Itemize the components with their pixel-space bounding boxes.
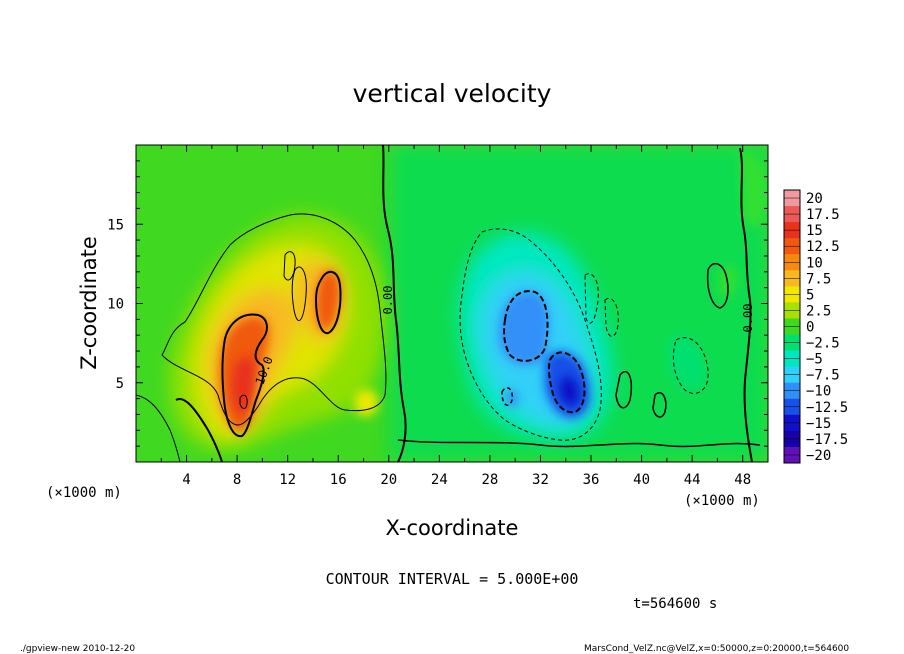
colorbar-label: 5: [806, 287, 814, 303]
y-axis: 5 10 15: [107, 160, 768, 447]
colorbar-label: −10: [806, 384, 831, 400]
contour-interval: CONTOUR INTERVAL = 5.000E+00: [326, 570, 579, 588]
contour-label: 0.00: [381, 286, 395, 315]
colorbar-swatch: [784, 270, 800, 287]
y-axis-label: Z-coordinate: [77, 236, 101, 370]
x-axis-label: X-coordinate: [386, 516, 519, 540]
chart-title: vertical velocity: [353, 79, 552, 108]
colorbar-label: 2.5: [806, 303, 831, 319]
colorbar-label: −20: [806, 448, 831, 464]
x-tick-label: 8: [233, 472, 241, 488]
x-axis: 4 8 12 16 20 24 28 32 36 40 44 48: [160, 145, 751, 488]
y-unit-label: (×1000 m): [684, 493, 760, 509]
x-tick-label: 32: [532, 472, 549, 488]
x-tick-label: 20: [380, 472, 397, 488]
colorbar-label: 12.5: [806, 239, 840, 255]
x-tick-label: 48: [734, 472, 751, 488]
x-tick-label: 16: [330, 472, 347, 488]
colorbar-label: 20: [806, 191, 823, 207]
colorbar: 2017.51512.5107.552.50−2.5−5−7.5−10−12.5…: [783, 189, 848, 464]
footer-right: MarsCond_VelZ.nc@VelZ,x=0:50000,z=0:2000…: [584, 644, 849, 654]
x-tick-label: 4: [182, 472, 190, 488]
plot-area: 0.00 10.0 0.00: [136, 145, 768, 462]
colorbar-label: 0: [806, 320, 814, 336]
footer-left: ./gpview-new 2010-12-20: [20, 644, 135, 654]
contour-label: 0.00: [741, 304, 755, 333]
colorbar-label: −15: [806, 416, 831, 432]
y-tick-label: 15: [107, 217, 124, 233]
x-tick-label: 12: [279, 472, 296, 488]
x-tick-label: 40: [633, 472, 650, 488]
x-tick-label: 36: [583, 472, 600, 488]
colorbar-label: 10: [806, 255, 823, 271]
contour-lines: [136, 145, 761, 462]
x-tick-label: 44: [684, 472, 701, 488]
time-label: t=564600 s: [633, 596, 717, 612]
colorbar-label: 15: [806, 223, 823, 239]
x-tick-label: 28: [481, 472, 498, 488]
colorbar-label: −5: [806, 352, 823, 368]
colorbar-label: −7.5: [806, 368, 840, 384]
colorbar-label: −17.5: [806, 432, 848, 448]
y-tick-label: 5: [116, 376, 124, 392]
x-unit-label: (×1000 m): [46, 485, 122, 501]
colorbar-label: 7.5: [806, 271, 831, 287]
colorbar-label: 17.5: [806, 207, 840, 223]
y-tick-label: 10: [107, 297, 124, 313]
colorbar-label: −2.5: [806, 336, 840, 352]
colorbar-label: −12.5: [806, 400, 848, 416]
x-tick-label: 24: [431, 472, 448, 488]
